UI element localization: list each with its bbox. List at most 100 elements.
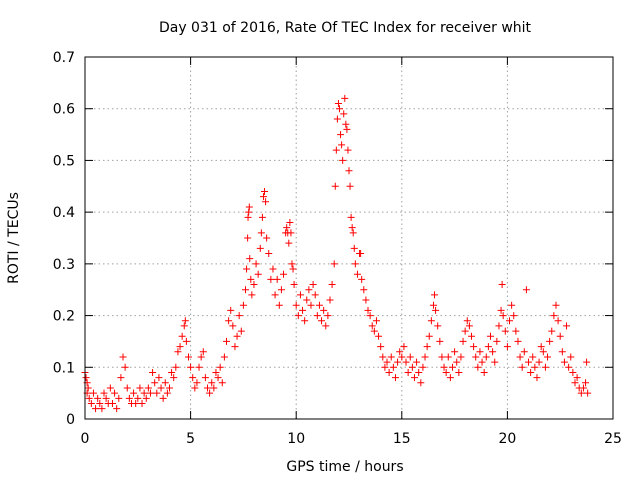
data-point — [247, 275, 255, 283]
y-tick-label: 0 — [66, 412, 75, 428]
data-point — [197, 353, 205, 361]
data-point — [261, 187, 269, 195]
data-point — [404, 368, 412, 376]
data-point — [157, 384, 165, 392]
data-point — [115, 394, 123, 402]
data-point — [440, 363, 448, 371]
data-point — [577, 389, 585, 397]
data-point — [289, 265, 297, 273]
data-point — [533, 374, 541, 382]
data-point — [309, 281, 317, 289]
data-point — [514, 337, 522, 345]
data-point — [457, 353, 465, 361]
data-point — [419, 363, 427, 371]
data-point — [482, 353, 490, 361]
data-point — [410, 374, 418, 382]
data-point — [277, 286, 285, 294]
data-point — [111, 389, 119, 397]
data-point — [248, 291, 256, 299]
data-point — [136, 384, 144, 392]
data-point — [305, 286, 313, 294]
data-point — [565, 363, 573, 371]
data-point — [415, 368, 423, 376]
data-point — [283, 224, 291, 232]
data-point — [560, 358, 568, 366]
data-point — [537, 343, 545, 351]
data-point — [182, 337, 190, 345]
data-point — [108, 399, 116, 407]
data-point — [235, 312, 243, 320]
data-point — [448, 363, 456, 371]
data-point — [506, 317, 514, 325]
data-point — [125, 394, 133, 402]
data-point — [583, 358, 591, 366]
data-point — [337, 131, 345, 139]
data-point — [324, 312, 332, 320]
data-point — [341, 94, 349, 102]
data-point — [525, 358, 533, 366]
data-point — [257, 229, 265, 237]
data-point — [425, 332, 433, 340]
data-point — [527, 368, 535, 376]
data-point — [529, 353, 537, 361]
data-point — [256, 244, 264, 252]
data-point — [313, 312, 321, 320]
data-point — [484, 343, 492, 351]
data-point — [338, 141, 346, 149]
data-point — [214, 374, 222, 382]
data-point — [89, 389, 97, 397]
data-point — [106, 384, 114, 392]
data-point — [121, 363, 129, 371]
data-point — [271, 291, 279, 299]
data-point — [348, 224, 356, 232]
y-tick-label: 0.7 — [53, 50, 75, 66]
y-tick-label: 0.5 — [53, 153, 75, 169]
data-point — [344, 146, 352, 154]
data-point — [244, 234, 252, 242]
data-point — [320, 306, 328, 314]
data-point — [199, 348, 207, 356]
data-point — [138, 399, 146, 407]
data-point — [250, 281, 258, 289]
data-point — [189, 374, 197, 382]
data-point — [212, 368, 220, 376]
data-point — [423, 343, 431, 351]
data-point — [252, 260, 260, 268]
data-point — [379, 353, 387, 361]
data-point — [552, 301, 560, 309]
data-point — [223, 337, 231, 345]
data-point — [303, 296, 311, 304]
data-point — [307, 301, 315, 309]
data-point — [579, 384, 587, 392]
data-point — [322, 322, 330, 330]
data-point — [100, 389, 108, 397]
data-point — [531, 363, 539, 371]
data-point — [259, 193, 267, 201]
data-point — [548, 327, 556, 335]
data-point — [146, 389, 154, 397]
data-point — [262, 198, 270, 206]
data-point — [149, 368, 157, 376]
data-point — [402, 358, 410, 366]
data-point — [446, 374, 454, 382]
data-point — [239, 301, 247, 309]
data-point — [345, 167, 353, 175]
data-point — [387, 353, 395, 361]
data-point — [123, 384, 131, 392]
data-point — [210, 384, 218, 392]
data-point — [364, 306, 372, 314]
data-point — [246, 255, 254, 263]
plot-frame — [84, 56, 614, 420]
y-axis-label: ROTI / TECUs — [6, 192, 22, 284]
data-point — [242, 286, 250, 294]
data-point — [461, 327, 469, 335]
data-point — [498, 281, 506, 289]
data-point — [451, 348, 459, 356]
data-point — [191, 384, 199, 392]
data-point — [87, 399, 95, 407]
data-point — [358, 275, 366, 283]
data-point — [535, 358, 543, 366]
data-point — [512, 327, 520, 335]
data-point — [151, 379, 159, 387]
data-point — [113, 405, 121, 413]
